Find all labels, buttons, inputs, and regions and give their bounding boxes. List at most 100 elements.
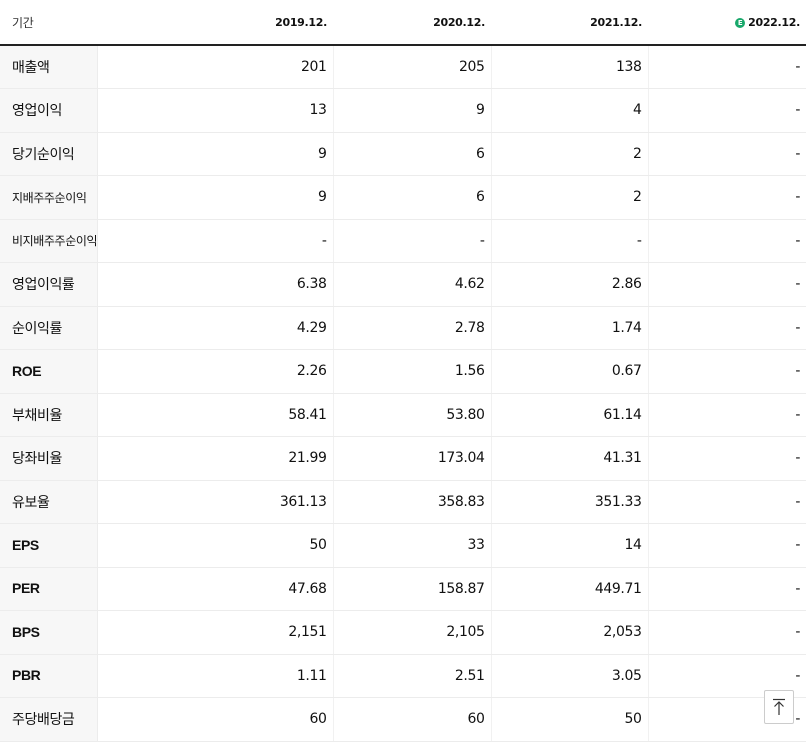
cell-value: 449.71 bbox=[491, 567, 649, 611]
period-2022-label: 2022.12. bbox=[748, 15, 800, 29]
cell-value: 201 bbox=[97, 45, 334, 89]
cell-value: 60 bbox=[333, 697, 492, 742]
row-label: 영업이익 bbox=[0, 88, 98, 133]
table-row: BPS 2,151 2,105 2,053 - bbox=[0, 610, 806, 655]
cell-value: - bbox=[648, 219, 806, 263]
cell-value: 6 bbox=[333, 175, 492, 220]
cell-value: - bbox=[333, 219, 492, 263]
cell-value: 4 bbox=[491, 88, 649, 133]
cell-value: - bbox=[648, 480, 806, 524]
period-2020: 2020.12. bbox=[333, 0, 491, 46]
row-label: PER bbox=[0, 567, 98, 611]
row-label: BPS bbox=[0, 610, 98, 655]
cell-value: - bbox=[648, 45, 806, 89]
cell-value: - bbox=[648, 262, 806, 307]
cell-value: - bbox=[97, 219, 334, 263]
cell-value: - bbox=[648, 610, 806, 655]
cell-value: 2 bbox=[491, 175, 649, 220]
period-2022-estimate: E 2022.12. bbox=[648, 0, 806, 46]
cell-value: 61.14 bbox=[491, 392, 649, 437]
cell-value: 2.51 bbox=[333, 654, 492, 698]
row-label: 유보율 bbox=[0, 480, 98, 524]
row-label: 매출액 bbox=[0, 45, 98, 89]
cell-value: 60 bbox=[97, 697, 334, 742]
cell-value: - bbox=[648, 523, 806, 568]
row-label: 부채비율 bbox=[0, 392, 98, 437]
estimate-icon: E bbox=[735, 17, 746, 28]
cell-value: - bbox=[648, 349, 806, 394]
cell-value: - bbox=[491, 219, 649, 263]
table-row: 영업이익 13 9 4 - bbox=[0, 88, 806, 133]
cell-value: 50 bbox=[97, 523, 334, 568]
cell-value: 9 bbox=[333, 88, 492, 133]
cell-value: 6.38 bbox=[97, 262, 334, 307]
row-label: 지배주주순이익 bbox=[0, 175, 98, 220]
table-row: 당좌비율 21.99 173.04 41.31 - bbox=[0, 436, 806, 481]
cell-value: - bbox=[648, 392, 806, 437]
cell-value: 13 bbox=[97, 88, 334, 133]
cell-value: 2.26 bbox=[97, 349, 334, 394]
cell-value: 14 bbox=[491, 523, 649, 568]
row-label: 순이익률 bbox=[0, 306, 98, 350]
cell-value: 53.80 bbox=[333, 392, 492, 437]
table-row: 비지배주주순이익 - - - - bbox=[0, 219, 806, 263]
cell-value: 47.68 bbox=[97, 567, 334, 611]
cell-value: 2.86 bbox=[491, 262, 649, 307]
cell-value: 173.04 bbox=[333, 436, 492, 481]
cell-value: 2,105 bbox=[333, 610, 492, 655]
cell-value: - bbox=[648, 306, 806, 350]
cell-value: 1.74 bbox=[491, 306, 649, 350]
cell-value: 0.67 bbox=[491, 349, 649, 394]
row-label: 당좌비율 bbox=[0, 436, 98, 481]
cell-value: 6 bbox=[333, 132, 492, 176]
row-label: EPS bbox=[0, 523, 98, 568]
row-label: 당기순이익 bbox=[0, 132, 98, 176]
cell-value: 205 bbox=[333, 45, 492, 89]
cell-value: 50 bbox=[491, 697, 649, 742]
table-row: ROE 2.26 1.56 0.67 - bbox=[0, 349, 806, 394]
cell-value: - bbox=[648, 132, 806, 176]
cell-value: 33 bbox=[333, 523, 492, 568]
cell-value: 21.99 bbox=[97, 436, 334, 481]
cell-value: 9 bbox=[97, 132, 334, 176]
cell-value: 2,151 bbox=[97, 610, 334, 655]
table-row: 유보율 361.13 358.83 351.33 - bbox=[0, 480, 806, 524]
period-label: 기간 bbox=[0, 0, 97, 46]
cell-value: 9 bbox=[97, 175, 334, 220]
table-row: 부채비율 58.41 53.80 61.14 - bbox=[0, 392, 806, 437]
table-row: PER 47.68 158.87 449.71 - bbox=[0, 567, 806, 611]
cell-value: 351.33 bbox=[491, 480, 649, 524]
table-row: 매출액 201 205 138 - bbox=[0, 45, 806, 89]
table-row: 지배주주순이익 9 6 2 - bbox=[0, 175, 806, 220]
table-row: EPS 50 33 14 - bbox=[0, 523, 806, 568]
header-row: 기간 2019.12. 2020.12. 2021.12. E 2022.12. bbox=[0, 0, 806, 46]
table-row: 영업이익률 6.38 4.62 2.86 - bbox=[0, 262, 806, 307]
arrow-up-to-top-icon bbox=[773, 698, 785, 715]
cell-value: 2 bbox=[491, 132, 649, 176]
cell-value: 1.56 bbox=[333, 349, 492, 394]
cell-value: 2.78 bbox=[333, 306, 492, 350]
cell-value: 4.29 bbox=[97, 306, 334, 350]
row-label: ROE bbox=[0, 349, 98, 394]
row-label: 영업이익률 bbox=[0, 262, 98, 307]
cell-value: 58.41 bbox=[97, 392, 334, 437]
scroll-to-top-button[interactable] bbox=[764, 690, 794, 724]
cell-value: 1.11 bbox=[97, 654, 334, 698]
row-label: PBR bbox=[0, 654, 98, 698]
cell-value: - bbox=[648, 88, 806, 133]
cell-value: 3.05 bbox=[491, 654, 649, 698]
cell-value: - bbox=[648, 436, 806, 481]
cell-value: 41.31 bbox=[491, 436, 649, 481]
cell-value: 358.83 bbox=[333, 480, 492, 524]
table-row: 순이익률 4.29 2.78 1.74 - bbox=[0, 306, 806, 350]
cell-value: - bbox=[648, 175, 806, 220]
cell-value: 2,053 bbox=[491, 610, 649, 655]
row-label: 비지배주주순이익 bbox=[0, 219, 98, 263]
table-row: 주당배당금 60 60 50 - bbox=[0, 697, 806, 742]
table-row: 당기순이익 9 6 2 - bbox=[0, 132, 806, 176]
period-2021: 2021.12. bbox=[491, 0, 648, 46]
cell-value: 138 bbox=[491, 45, 649, 89]
cell-value: - bbox=[648, 567, 806, 611]
table-row: PBR 1.11 2.51 3.05 - bbox=[0, 654, 806, 698]
